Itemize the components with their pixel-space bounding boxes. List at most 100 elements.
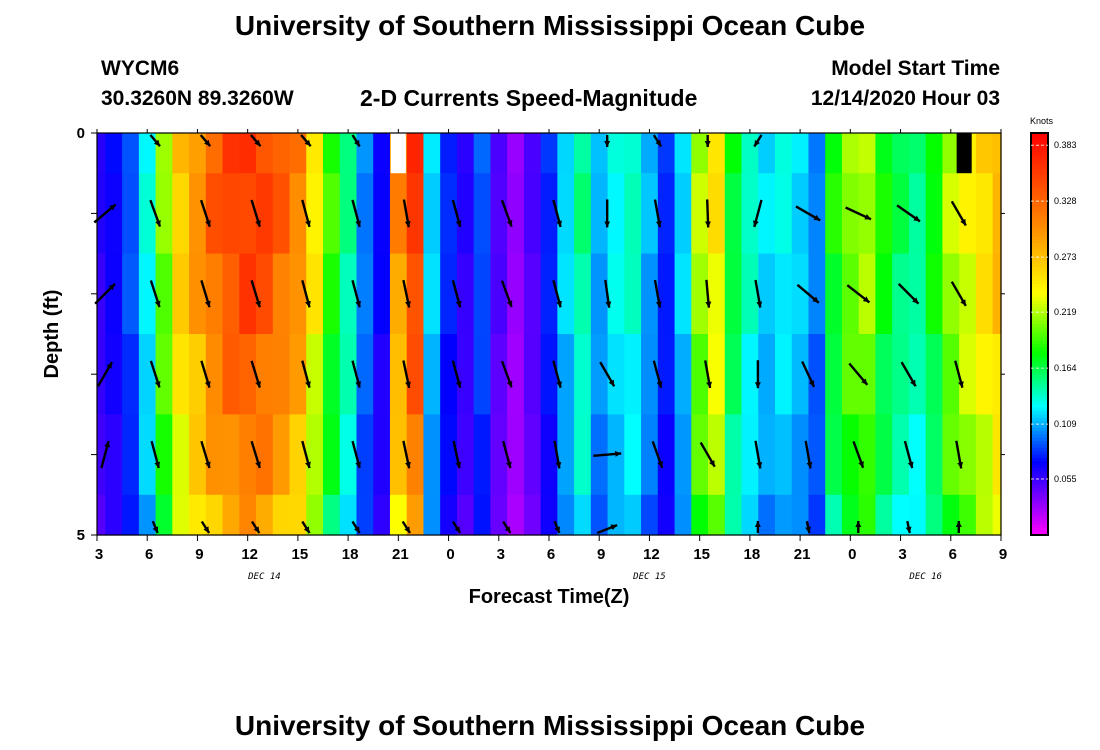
heatmap-cell xyxy=(691,173,709,255)
heatmap-cell xyxy=(205,334,224,415)
current-vector-arrow xyxy=(96,361,114,387)
heatmap-cell xyxy=(908,334,927,415)
current-vector-arrow xyxy=(451,199,462,228)
current-vectors xyxy=(93,134,967,535)
heatmap-cell xyxy=(825,173,843,255)
colorbar-segment xyxy=(1031,417,1048,422)
current-vector-arrow xyxy=(852,440,865,469)
current-vector-arrow xyxy=(552,199,562,228)
heatmap-cell xyxy=(624,173,642,255)
heatmap-cell xyxy=(841,173,860,255)
current-vector-arrow xyxy=(653,279,662,308)
heatmap-cell xyxy=(289,494,307,536)
current-vector-arrow xyxy=(250,280,261,308)
heatmap-cell xyxy=(172,414,190,496)
heatmap-cell xyxy=(708,253,726,335)
heatmap-cell xyxy=(155,253,173,335)
heatmap-cell xyxy=(724,494,743,536)
heatmap-cell xyxy=(691,253,709,335)
heatmap-cell xyxy=(490,133,508,174)
colorbar-segment xyxy=(1031,424,1048,429)
colorbar-segment xyxy=(1031,411,1048,415)
current-vector-arrow xyxy=(402,360,411,389)
current-vector-arrow xyxy=(100,440,110,469)
heatmap-cell xyxy=(406,494,425,536)
heatmap-cell xyxy=(574,253,592,335)
heatmap-cell xyxy=(239,253,257,335)
colorbar-tick-label: 0.055 xyxy=(1054,474,1077,484)
x-tick-label: 12 xyxy=(643,546,660,563)
heatmap-cell xyxy=(557,173,575,255)
heatmap-cell xyxy=(741,173,759,255)
current-vector-arrow xyxy=(351,199,362,228)
current-vector-arrow xyxy=(301,199,311,228)
heatmap-cell xyxy=(507,253,525,335)
heatmap-cell xyxy=(708,334,726,415)
heatmap-cell xyxy=(356,133,374,174)
heatmap-cell xyxy=(908,494,927,536)
colorbar-segment xyxy=(1031,357,1048,362)
heatmap-cell xyxy=(138,334,157,415)
heatmap-cell xyxy=(574,133,592,174)
colorbar-segment xyxy=(1031,501,1048,506)
colorbar-segment xyxy=(1031,387,1048,392)
colorbar-segment xyxy=(1031,183,1048,188)
heatmap-cell xyxy=(908,173,927,255)
heatmap-cell xyxy=(356,173,374,255)
heatmap-cell xyxy=(942,334,960,415)
heatmap-cell xyxy=(339,253,358,335)
colorbar-segment xyxy=(1031,370,1048,375)
heatmap-cell xyxy=(239,494,257,536)
heatmap-cell xyxy=(205,494,224,536)
current-vector-arrow xyxy=(500,360,513,388)
colorbar-segment xyxy=(1031,394,1048,399)
heatmap-cell xyxy=(841,334,860,415)
colorbar-segment xyxy=(1031,159,1048,164)
heatmap-cell xyxy=(657,334,676,415)
current-vector-arrow xyxy=(301,440,311,469)
heatmap-cell xyxy=(892,494,910,536)
heatmap-cell xyxy=(925,133,944,174)
heatmap-cell xyxy=(808,173,826,255)
current-vector-arrow xyxy=(500,280,513,308)
heatmap-cell xyxy=(942,494,960,536)
heatmap-cell xyxy=(975,334,994,415)
heatmap-cell xyxy=(808,334,826,415)
current-vector-arrow xyxy=(199,199,211,228)
heatmap-cell xyxy=(189,414,207,496)
heatmap-cell xyxy=(507,133,525,174)
heatmap-cell xyxy=(323,253,341,335)
heatmap-cell xyxy=(775,173,793,255)
chart-subtitle: 2-D Currents Speed-Magnitude xyxy=(360,85,698,111)
heatmap-cell xyxy=(574,494,592,536)
heatmap-cell xyxy=(423,494,441,536)
colorbar-segment xyxy=(1031,340,1048,345)
heatmap-cell xyxy=(657,173,676,255)
colorbar-segment xyxy=(1031,518,1048,523)
date-label: DEC 15 xyxy=(632,572,666,582)
heatmap-cell xyxy=(306,414,324,496)
heatmap-cell xyxy=(122,494,140,536)
heatmap-cell xyxy=(172,494,190,536)
colorbar-segment xyxy=(1031,434,1048,439)
x-tick-label: 3 xyxy=(95,546,103,563)
current-vector-arrow xyxy=(896,204,921,223)
heatmap-cell xyxy=(875,173,893,255)
current-vector-arrow xyxy=(250,440,261,469)
colorbar-segment xyxy=(1031,531,1048,536)
heatmap-cell xyxy=(456,133,475,174)
current-vector-arrow xyxy=(796,283,820,304)
colorbar-segment xyxy=(1031,421,1048,425)
heatmap-cell xyxy=(691,334,709,415)
heatmap-cell xyxy=(959,334,977,415)
heatmap-cell xyxy=(122,173,140,255)
heatmap-cell xyxy=(222,173,240,255)
colorbar-segment xyxy=(1031,303,1048,308)
heatmap-cell xyxy=(825,133,843,174)
heatmap-cell xyxy=(473,173,492,255)
colorbar-segment xyxy=(1031,253,1048,258)
heatmap-cell xyxy=(540,173,558,255)
current-vector-arrow xyxy=(200,360,211,388)
heatmap-cell xyxy=(339,334,358,415)
heatmap-cell xyxy=(155,494,173,536)
